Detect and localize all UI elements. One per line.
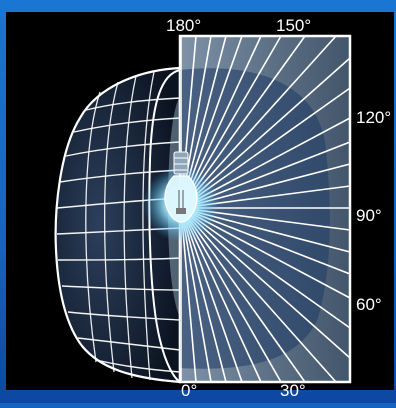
label-150: 150° <box>276 16 312 35</box>
label-180: 180° <box>166 16 202 35</box>
label-0: 0° <box>181 381 198 400</box>
label-120: 120° <box>356 108 392 127</box>
label-30: 30° <box>280 381 306 400</box>
label-60: 60° <box>356 295 382 314</box>
light-bulb-icon <box>143 151 219 242</box>
label-90: 90° <box>356 206 382 225</box>
intensity-blob <box>180 68 330 369</box>
